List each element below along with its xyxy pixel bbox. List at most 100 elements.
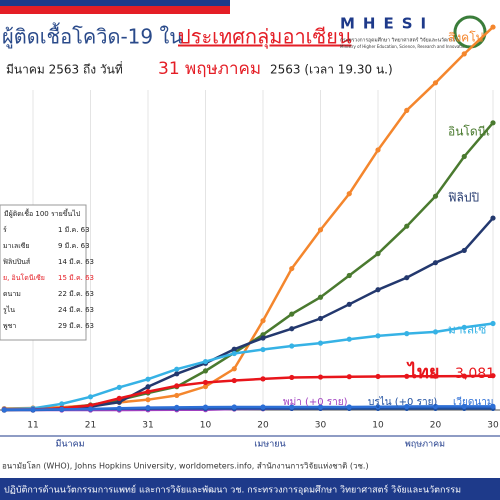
title-highlight: ประเทศกลุ่มอาเซียน	[178, 25, 352, 50]
footer-text: ปฏิบัติการด้านนวัตกรรมการแพทย์ และการวิจ…	[4, 484, 461, 496]
top-bar-red	[0, 6, 230, 14]
point	[59, 401, 65, 407]
point	[174, 392, 180, 399]
point	[461, 403, 467, 409]
inset-country: มาเลเซีย	[3, 242, 29, 250]
inset-date: 9 มี.ค. 63	[58, 242, 90, 250]
point	[87, 406, 94, 412]
subtitle: มีนาคม 2563 ถึง วันที่	[6, 61, 123, 77]
point	[116, 395, 122, 401]
inset-title: มีผู้ติดเชื้อ 100 รายขึ้นไป	[4, 207, 81, 218]
point	[404, 403, 410, 410]
point	[260, 346, 266, 353]
point	[346, 404, 352, 410]
point	[432, 403, 439, 409]
point	[202, 379, 209, 386]
point	[289, 326, 295, 332]
point	[490, 320, 496, 327]
inset-country: ฟิลิปปินส์	[3, 258, 31, 266]
series-label: พม่า (+0 ราย)	[283, 397, 348, 408]
series-label: บรูไน (+0 ราย)	[368, 396, 437, 408]
point	[202, 383, 209, 390]
point	[260, 318, 266, 324]
month-label: พฤษภาคม	[405, 440, 445, 450]
x-tick-label: 10	[372, 421, 384, 431]
point	[87, 394, 94, 400]
point	[202, 358, 209, 365]
point	[490, 215, 496, 221]
point	[375, 147, 381, 153]
point	[145, 397, 151, 403]
point	[404, 331, 410, 337]
inset-box	[0, 204, 87, 341]
inset-country: พูชา	[3, 322, 16, 330]
point	[432, 329, 439, 335]
x-tick-label: 30	[315, 421, 327, 431]
point	[317, 374, 324, 380]
inset-date: 14 มี.ค. 63	[58, 258, 94, 266]
value-label: 3,081	[455, 366, 495, 382]
ministry-th: กระทรวงการอุดมศึกษา วิทยาศาสตร์ วิจัยและ…	[340, 37, 459, 44]
point	[289, 374, 295, 381]
inset-date: 15 มี.ค. 63	[58, 274, 94, 282]
series-line	[4, 374, 494, 411]
title: ผู้ติดเชื้อโควิด-19 ใน	[2, 23, 183, 50]
logo: MHESI	[340, 15, 434, 33]
x-tick-label: 11	[27, 421, 38, 431]
point	[346, 272, 352, 279]
point	[461, 51, 467, 57]
point	[317, 315, 324, 322]
top-bar	[0, 0, 230, 6]
month-label: เมษายน	[254, 440, 285, 450]
inset-country: ร์	[3, 226, 7, 234]
point	[490, 373, 496, 379]
point	[289, 343, 295, 349]
point	[289, 404, 295, 410]
point	[231, 377, 237, 384]
x-tick-label: 20	[257, 421, 269, 431]
point	[346, 336, 352, 342]
point	[145, 376, 151, 382]
point	[116, 384, 122, 390]
inset-date: 22 มี.ค. 63	[58, 290, 94, 298]
point	[490, 24, 496, 30]
inset-country: ดนาม	[3, 290, 21, 298]
point	[231, 404, 237, 410]
point	[346, 374, 352, 380]
point	[289, 265, 295, 272]
point	[145, 405, 151, 411]
point	[30, 406, 36, 413]
x-tick-label: 31	[142, 421, 153, 431]
point	[174, 404, 180, 410]
point	[317, 404, 324, 410]
point	[375, 404, 381, 410]
point	[145, 384, 151, 390]
ministry-en: Ministry of Higher Education, Science, R…	[340, 44, 467, 49]
point	[375, 333, 381, 339]
point	[346, 301, 352, 307]
point	[375, 251, 381, 257]
point	[231, 346, 237, 352]
point	[404, 107, 410, 113]
x-tick-label: 20	[430, 421, 442, 431]
plot: 11 21 31 10 20 30 10 20 30 มีนาคม เมษายน พฤษภาคม สิง…	[0, 24, 500, 450]
series-label: เวียดนาม	[453, 396, 493, 408]
source: อนามัยโลก (WHO), Johns Hopkins Universit…	[2, 461, 369, 471]
point	[432, 193, 439, 199]
subtitle-date: 31 พฤษภาคม	[158, 59, 261, 79]
point	[1, 407, 7, 413]
point	[317, 227, 324, 233]
point	[461, 153, 467, 160]
point	[116, 405, 122, 411]
footer-bar	[0, 478, 500, 500]
subtitle-end: 2563 (เวลา 19.30 น.)	[270, 63, 393, 77]
point	[461, 247, 467, 254]
month-label: มีนาคม	[55, 439, 84, 450]
series-line	[4, 322, 494, 411]
inset-country: ย, อินโดนีเซีย	[3, 273, 45, 282]
point	[174, 366, 180, 372]
point	[375, 373, 381, 380]
point	[346, 191, 352, 197]
series-label: อินโดนีเ	[448, 125, 490, 139]
